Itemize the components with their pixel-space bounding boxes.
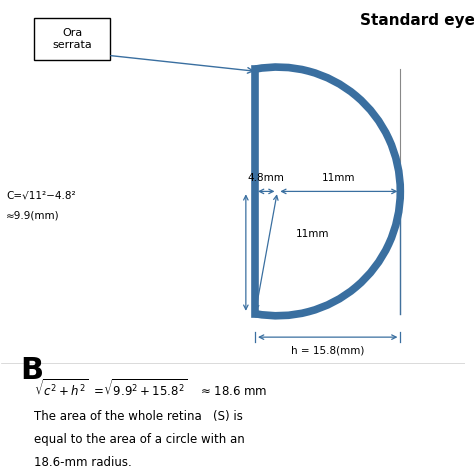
- Text: C=√11²−4.8²: C=√11²−4.8²: [6, 191, 76, 201]
- Text: equal to the area of a circle with an: equal to the area of a circle with an: [34, 433, 245, 446]
- Text: 4.8mm: 4.8mm: [248, 173, 285, 183]
- Text: h = 15.8(mm): h = 15.8(mm): [291, 346, 365, 356]
- Text: Ora
serrata: Ora serrata: [52, 28, 92, 50]
- Text: 18.6-mm radius.: 18.6-mm radius.: [34, 456, 132, 469]
- Text: B: B: [20, 356, 43, 384]
- Text: ≈9.9(mm): ≈9.9(mm): [6, 210, 60, 220]
- Text: 11mm: 11mm: [296, 228, 329, 238]
- Bar: [34, 18, 110, 60]
- Text: 11mm: 11mm: [322, 173, 356, 183]
- Text: $\sqrt{c^2+h^2}$  =$\sqrt{9.9^2+15.8^2}$    ≈ 18.6 mm: $\sqrt{c^2+h^2}$ =$\sqrt{9.9^2+15.8^2}$ …: [34, 379, 267, 400]
- Text: The area of the whole retina   (S) is: The area of the whole retina (S) is: [34, 410, 243, 422]
- Text: Standard eye: Standard eye: [360, 13, 474, 28]
